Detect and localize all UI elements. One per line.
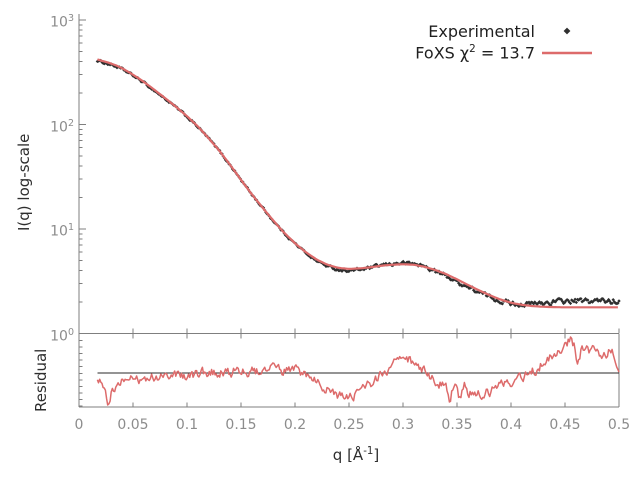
x-axis-label: q [Å-1] (333, 446, 379, 464)
legend-fit-line-sample (535, 47, 599, 59)
legend-row-fit: FoXS χ2 = 13.7 (285, 42, 599, 64)
x-tick-label: 0.4 (499, 417, 523, 433)
y-tick-label: 101 (50, 222, 74, 240)
legend-fit-label: FoXS χ2 = 13.7 (415, 43, 535, 63)
y-tick-label: 103 (50, 13, 74, 31)
y-axis-label-main: I(q) log-scale (15, 133, 33, 231)
y-tick-label: 100 (50, 326, 74, 345)
x-axis-label-exponent: -1 (363, 446, 374, 457)
x-axis-label-text: q [Å (332, 446, 364, 464)
legend-experimental-label: Experimental (428, 21, 535, 41)
x-tick-label: 0 (74, 417, 84, 433)
x-tick-label: 0.45 (549, 417, 581, 433)
x-tick-label: 0.05 (117, 417, 149, 433)
x-tick-label: 0.5 (607, 417, 631, 433)
x-tick-label: 0.25 (333, 417, 365, 433)
y-axis-label-residual: Residual (32, 348, 50, 412)
legend-experimental-marker (535, 25, 599, 37)
x-tick-label: 0.35 (441, 417, 473, 433)
x-tick-label: 0.15 (225, 417, 257, 433)
x-tick-label: 0.1 (175, 417, 199, 433)
x-axis-label-bracket: ] (373, 446, 380, 464)
y-tick-label: 102 (50, 117, 74, 136)
x-tick-label: 0.2 (283, 417, 307, 433)
legend-row-experimental: Experimental (285, 20, 599, 42)
legend: Experimental FoXS χ2 = 13.7 (285, 20, 599, 64)
x-tick-label: 0.3 (391, 417, 415, 433)
